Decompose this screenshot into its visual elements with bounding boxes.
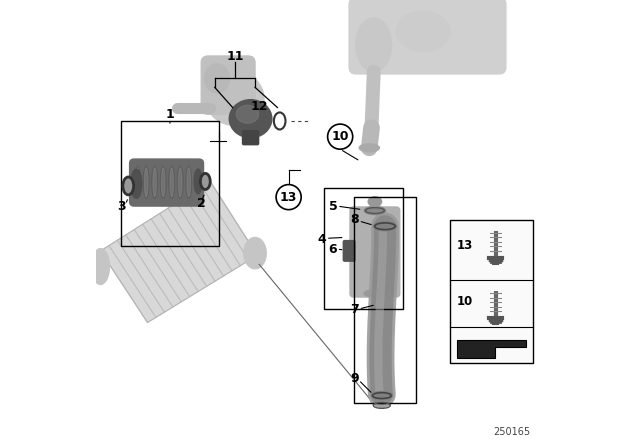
Ellipse shape [194,169,202,194]
Ellipse shape [169,167,174,198]
FancyBboxPatch shape [243,131,259,145]
Text: 5: 5 [328,200,337,214]
Ellipse shape [187,168,191,197]
Text: 1: 1 [166,108,174,121]
FancyBboxPatch shape [202,56,255,114]
Polygon shape [100,181,257,323]
Ellipse shape [124,178,132,193]
Ellipse shape [205,64,229,93]
Ellipse shape [236,105,259,123]
Text: 13: 13 [280,190,298,204]
Text: 3: 3 [118,199,126,213]
Text: 10: 10 [332,130,349,143]
Ellipse shape [143,167,149,198]
Ellipse shape [201,175,209,188]
Ellipse shape [136,168,140,197]
Ellipse shape [244,237,266,269]
Text: 12: 12 [251,99,268,113]
Ellipse shape [373,222,397,231]
Ellipse shape [229,100,272,138]
Text: 6: 6 [329,243,337,257]
Bar [121,121,220,246]
Ellipse shape [153,168,157,197]
Text: 10: 10 [457,294,473,307]
Ellipse shape [161,168,165,197]
Ellipse shape [179,168,182,197]
Text: 9: 9 [351,372,359,385]
Bar [353,197,417,403]
Ellipse shape [161,167,166,198]
Ellipse shape [356,18,392,72]
Text: 4: 4 [317,233,326,246]
Ellipse shape [364,290,386,297]
Ellipse shape [206,72,264,125]
Text: 8: 8 [351,213,359,226]
Bar [324,188,403,309]
Text: 11: 11 [226,49,244,63]
Ellipse shape [371,392,392,400]
Ellipse shape [135,167,140,198]
Ellipse shape [364,207,386,215]
Ellipse shape [170,168,173,197]
Polygon shape [457,340,526,358]
Circle shape [276,185,301,210]
Text: 2: 2 [197,197,205,211]
Ellipse shape [396,11,450,52]
FancyBboxPatch shape [350,207,400,297]
FancyBboxPatch shape [130,159,204,206]
Circle shape [328,124,353,149]
Bar [450,220,533,363]
Text: 7: 7 [351,302,359,316]
Ellipse shape [368,197,381,207]
FancyBboxPatch shape [343,241,355,261]
Ellipse shape [131,169,142,198]
Ellipse shape [186,167,191,198]
Ellipse shape [152,167,157,198]
FancyBboxPatch shape [349,0,506,74]
Ellipse shape [359,144,380,152]
Text: 250165: 250165 [493,427,531,437]
Ellipse shape [145,168,148,197]
Text: 13: 13 [457,239,473,252]
Ellipse shape [177,167,183,198]
Ellipse shape [92,249,109,284]
